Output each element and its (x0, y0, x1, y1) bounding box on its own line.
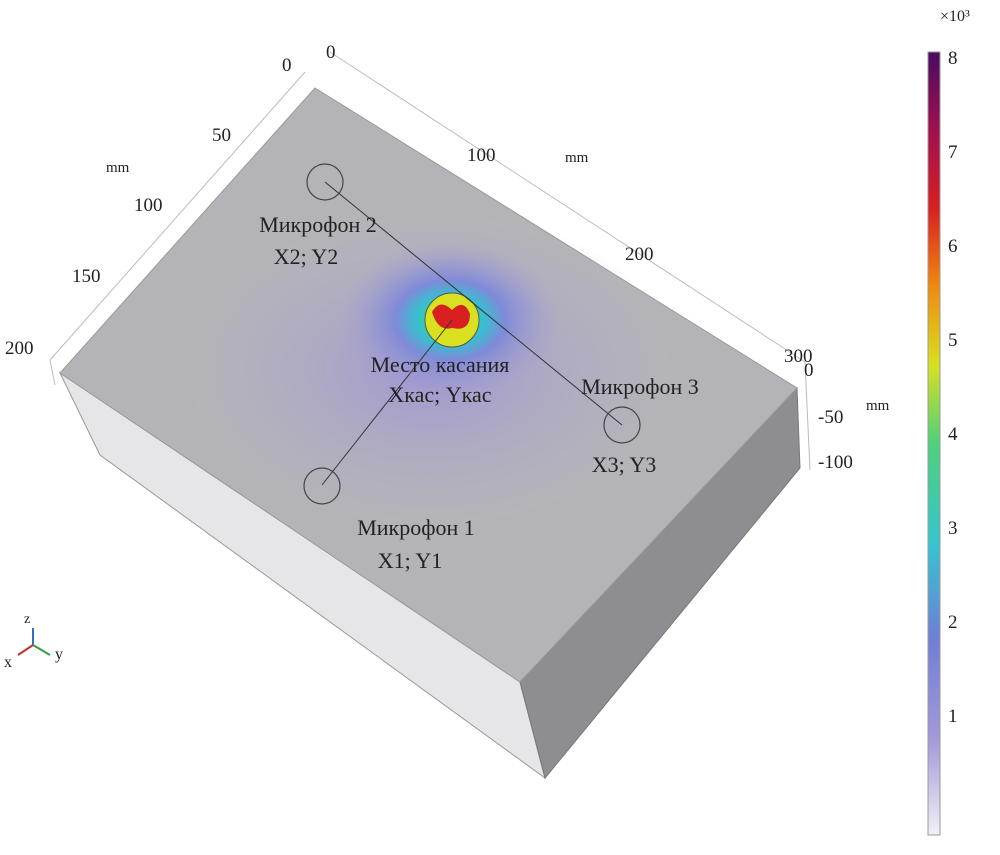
microphone-lines (321, 181, 623, 486)
colorbar-tick: 3 (948, 518, 958, 539)
mic2-coords: X2; Y2 (273, 244, 339, 269)
mic2-name: Микрофон 2 (259, 212, 377, 237)
triad-x-label: x (4, 654, 12, 671)
x-tick: 150 (72, 266, 101, 287)
x-unit: mm (106, 160, 130, 176)
colorbar (927, 51, 941, 836)
colorbar-multiplier: ×10³ (940, 8, 970, 25)
z-tick: -100 (818, 452, 853, 473)
colorbar-tick: 6 (948, 236, 958, 257)
z-tick: -50 (818, 407, 844, 428)
colorbar-tick: 5 (948, 330, 958, 351)
mic3-name: Микрофон 3 (581, 374, 699, 399)
triad-z-label: z (24, 612, 31, 627)
microphone-2-marker (306, 163, 344, 201)
y-unit: mm (565, 150, 589, 166)
touch-name: Место касания (370, 352, 510, 377)
colorbar-tick: 7 (948, 142, 958, 163)
colorbar-tick: 2 (948, 612, 958, 633)
x-tick: 50 (212, 125, 231, 146)
colorbar-tick: 4 (948, 424, 958, 445)
colorbar-tick: 8 (948, 48, 958, 69)
mic1-coords: X1; Y1 (377, 548, 443, 573)
touch-point-core (432, 304, 470, 329)
mic1-name: Микрофон 1 (357, 515, 475, 540)
colorbar-tick: 1 (948, 706, 958, 727)
triad-y-label: y (55, 646, 63, 663)
z-unit: mm (866, 398, 890, 414)
microphone-3-marker (603, 406, 641, 444)
y-tick: 0 (326, 42, 336, 63)
y-tick: 300 (784, 346, 813, 367)
microphone-1-marker (303, 467, 341, 505)
z-tick: 0 (804, 360, 814, 381)
x-tick: 0 (282, 55, 292, 76)
x-tick: 100 (134, 195, 163, 216)
mic3-coords: X3; Y3 (591, 452, 657, 477)
axis-triad (17, 628, 51, 656)
y-tick: 100 (467, 145, 496, 166)
y-tick: 200 (625, 244, 654, 265)
touch-coords: Xкас; Yкас (388, 382, 492, 407)
x-tick: 200 (5, 338, 34, 359)
axis-frame (49, 51, 811, 471)
